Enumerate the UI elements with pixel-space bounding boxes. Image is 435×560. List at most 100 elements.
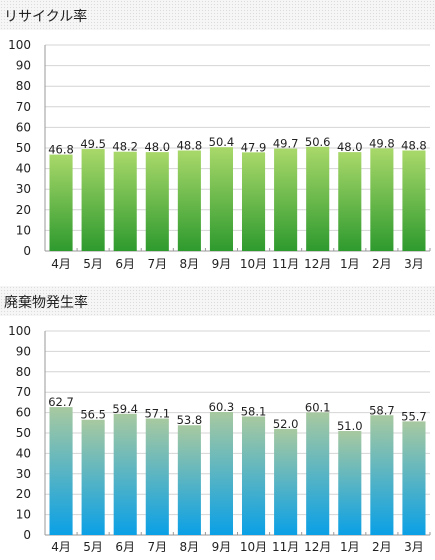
y-tick-label: 40 [16, 162, 31, 176]
x-category-label: 5月 [83, 257, 103, 271]
x-category-label: 1月 [340, 257, 360, 271]
bar-value-label: 58.7 [369, 403, 395, 417]
x-category-label: 12月 [304, 257, 331, 271]
y-tick-label: 60 [16, 406, 31, 420]
y-tick-label: 40 [16, 446, 31, 460]
y-tick-label: 20 [16, 203, 31, 217]
chart-title: 廃棄物発生率 [4, 295, 88, 311]
x-category-label: 6月 [115, 540, 135, 554]
y-tick-label: 10 [16, 508, 31, 522]
bar-value-label: 48.0 [144, 140, 170, 154]
bar [81, 419, 105, 535]
x-category-label: 2月 [372, 540, 392, 554]
y-tick-label: 30 [16, 467, 31, 481]
bar-value-label: 50.6 [305, 135, 331, 149]
x-category-label: 12月 [304, 540, 331, 554]
bar-value-label: 48.2 [112, 140, 138, 154]
y-tick-label: 0 [23, 528, 31, 542]
bar [241, 416, 266, 535]
x-category-label: 7月 [147, 257, 167, 271]
recycling-rate-bar-chart: 0 10 20 30 40 50 60 70 80 90 100 46.8 4月 49.5 5月 48.2 6月… [8, 38, 431, 271]
y-tick-label: 20 [16, 487, 31, 501]
bar [81, 149, 105, 251]
y-tick-label: 90 [16, 59, 31, 73]
bar [370, 148, 394, 251]
bar-value-label: 48.8 [401, 138, 427, 152]
y-tick-label: 0 [23, 244, 31, 258]
bar-value-label: 59.4 [112, 402, 138, 416]
bar-value-label: 51.0 [337, 419, 363, 433]
y-tick-label: 70 [16, 100, 31, 114]
y-tick-label: 30 [16, 182, 31, 196]
recycling-rate-chart-panel: リサイクル率 0 10 20 30 40 50 60 70 80 90 100 46.8 4月 49.5 5… [0, 0, 435, 271]
y-tick-label: 100 [8, 324, 31, 338]
bar [274, 428, 298, 535]
y-tick-label: 80 [16, 79, 31, 93]
x-category-label: 10月 [240, 257, 267, 271]
waste-generation-rate-chart-panel: 廃棄物発生率 0 10 20 30 40 50 60 70 80 90 100 62.7 4月 56.5 5… [0, 286, 435, 560]
bar-value-label: 56.5 [80, 408, 106, 422]
bar [209, 411, 234, 535]
x-category-label: 7月 [147, 540, 167, 554]
x-category-label: 1月 [340, 540, 360, 554]
bar [209, 147, 234, 251]
bar-value-label: 57.1 [144, 407, 170, 421]
waste-generation-rate-bar-chart: 0 10 20 30 40 50 60 70 80 90 100 62.7 4月 56.5 5月 59.4 6月… [8, 324, 431, 554]
bar [113, 413, 137, 535]
x-category-label: 2月 [372, 257, 392, 271]
y-tick-label: 50 [16, 141, 31, 155]
bar [145, 418, 169, 535]
bar-value-label: 53.8 [177, 413, 203, 427]
bar-value-label: 50.4 [209, 135, 235, 149]
y-tick-label: 50 [16, 426, 31, 440]
bar-value-label: 60.3 [209, 400, 235, 414]
bar [274, 148, 298, 251]
x-category-label: 11月 [272, 540, 299, 554]
y-tick-label: 100 [8, 38, 31, 52]
bar-value-label: 52.0 [273, 417, 299, 431]
x-category-label: 11月 [272, 257, 299, 271]
bar-value-label: 55.7 [401, 409, 427, 423]
bar-value-label: 49.5 [80, 137, 106, 151]
bar [113, 151, 137, 251]
chart-header: リサイクル率 [0, 0, 435, 30]
y-tick-label: 90 [16, 344, 31, 358]
bar [402, 150, 426, 251]
x-category-label: 9月 [212, 540, 232, 554]
bar-value-label: 48.8 [177, 138, 203, 152]
bar-value-label: 47.9 [241, 140, 267, 154]
chart-title: リサイクル率 [4, 9, 88, 25]
x-category-label: 4月 [51, 540, 71, 554]
bar [49, 154, 73, 251]
x-category-label: 9月 [212, 257, 232, 271]
bar [177, 150, 201, 251]
bar [145, 152, 169, 251]
bar [49, 407, 73, 535]
x-category-label: 8月 [180, 257, 200, 271]
bar-value-label: 62.7 [48, 395, 74, 409]
bar [370, 415, 394, 535]
bar-value-label: 60.1 [305, 400, 331, 414]
x-category-label: 8月 [180, 540, 200, 554]
x-category-label: 4月 [51, 257, 71, 271]
y-tick-label: 10 [16, 223, 31, 237]
bar [338, 430, 362, 535]
y-tick-label: 80 [16, 365, 31, 379]
bar [306, 146, 330, 251]
bar [306, 412, 330, 535]
bar-value-label: 46.8 [48, 143, 74, 157]
bar [241, 152, 266, 251]
x-category-label: 3月 [404, 257, 424, 271]
x-category-label: 3月 [404, 540, 424, 554]
bar-value-label: 48.0 [337, 140, 363, 154]
bar [338, 152, 362, 251]
bar [177, 425, 201, 535]
y-tick-label: 70 [16, 385, 31, 399]
x-category-label: 5月 [83, 540, 103, 554]
y-tick-label: 60 [16, 120, 31, 134]
bar [402, 421, 426, 535]
x-category-label: 10月 [240, 540, 267, 554]
bar-value-label: 49.8 [369, 136, 395, 150]
chart-header: 廃棄物発生率 [0, 286, 435, 316]
x-category-label: 6月 [115, 257, 135, 271]
